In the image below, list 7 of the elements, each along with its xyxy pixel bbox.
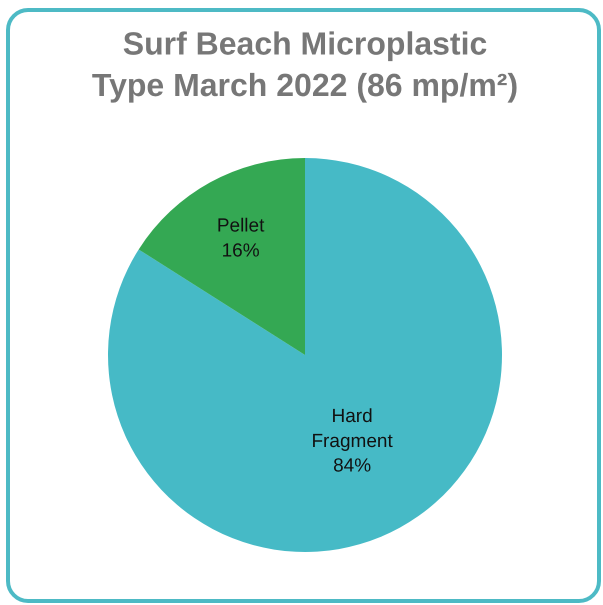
chart-title: Surf Beach Microplastic Type March 2022 (86 mp/m²) [92, 25, 518, 104]
slice-label: Hard Fragment [311, 406, 394, 452]
slice-label: Pellet [216, 216, 266, 237]
pie-slice [108, 158, 502, 552]
data-label: 16% [222, 240, 260, 262]
pie-slice [138, 158, 305, 355]
data-label: 84% [333, 456, 372, 477]
